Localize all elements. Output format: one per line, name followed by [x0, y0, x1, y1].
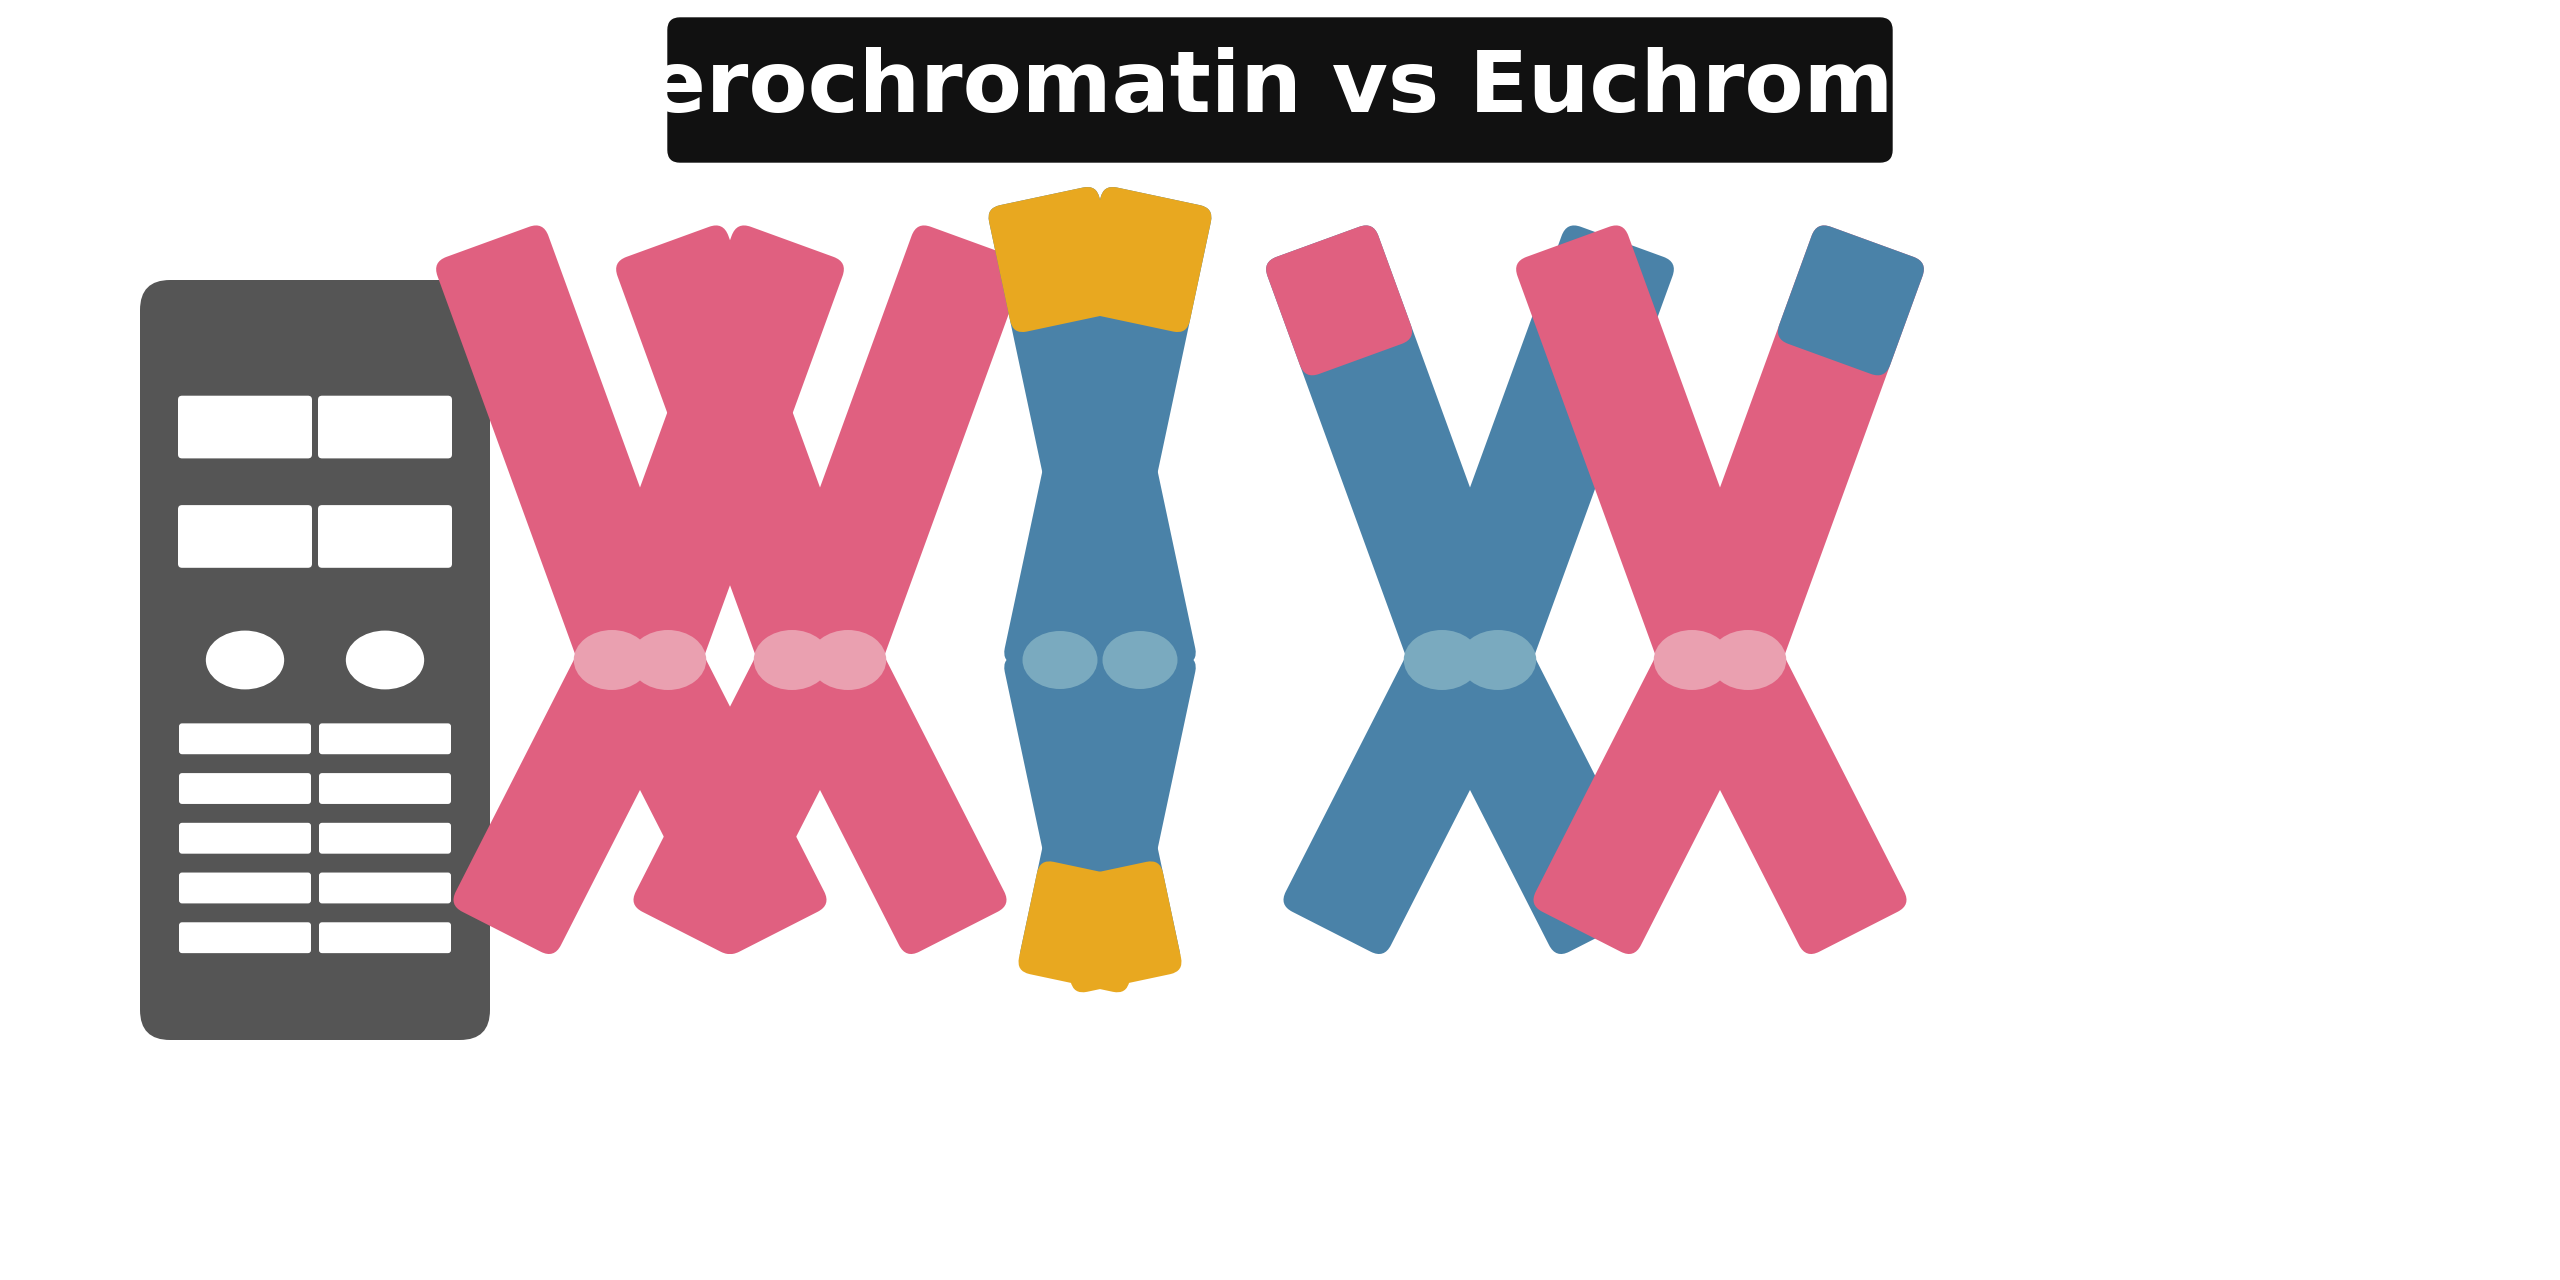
- FancyBboxPatch shape: [763, 225, 1024, 690]
- FancyBboxPatch shape: [1078, 187, 1211, 332]
- FancyBboxPatch shape: [1267, 225, 1413, 375]
- FancyBboxPatch shape: [1019, 637, 1196, 987]
- Ellipse shape: [809, 630, 886, 690]
- FancyBboxPatch shape: [179, 923, 310, 954]
- FancyBboxPatch shape: [1664, 625, 1907, 954]
- Ellipse shape: [1103, 631, 1178, 689]
- FancyBboxPatch shape: [668, 18, 1892, 163]
- FancyBboxPatch shape: [179, 723, 310, 754]
- FancyBboxPatch shape: [1533, 625, 1774, 954]
- FancyBboxPatch shape: [179, 396, 312, 458]
- FancyBboxPatch shape: [584, 225, 845, 690]
- FancyBboxPatch shape: [453, 625, 694, 954]
- Text: Heterochromatin vs Euchromatin: Heterochromatin vs Euchromatin: [476, 46, 2084, 129]
- FancyBboxPatch shape: [1516, 225, 1777, 690]
- FancyBboxPatch shape: [179, 773, 310, 804]
- FancyBboxPatch shape: [435, 225, 696, 690]
- Ellipse shape: [1654, 630, 1731, 690]
- Ellipse shape: [1021, 631, 1098, 689]
- Ellipse shape: [753, 630, 829, 690]
- Ellipse shape: [573, 630, 650, 690]
- FancyBboxPatch shape: [1664, 225, 1925, 690]
- FancyBboxPatch shape: [1019, 861, 1147, 992]
- Ellipse shape: [1403, 630, 1480, 690]
- FancyBboxPatch shape: [586, 625, 827, 954]
- FancyBboxPatch shape: [1413, 225, 1674, 690]
- FancyBboxPatch shape: [320, 723, 451, 754]
- Ellipse shape: [205, 628, 287, 691]
- FancyBboxPatch shape: [320, 773, 451, 804]
- FancyBboxPatch shape: [179, 506, 312, 568]
- FancyBboxPatch shape: [317, 506, 453, 568]
- FancyBboxPatch shape: [988, 187, 1121, 332]
- Ellipse shape: [1710, 630, 1787, 690]
- FancyBboxPatch shape: [320, 823, 451, 854]
- FancyBboxPatch shape: [632, 625, 876, 954]
- FancyBboxPatch shape: [279, 280, 489, 1039]
- FancyBboxPatch shape: [1416, 625, 1656, 954]
- FancyBboxPatch shape: [988, 187, 1196, 684]
- Ellipse shape: [630, 630, 707, 690]
- FancyBboxPatch shape: [617, 225, 878, 690]
- FancyBboxPatch shape: [1004, 637, 1180, 987]
- FancyBboxPatch shape: [1283, 625, 1526, 954]
- FancyBboxPatch shape: [1004, 187, 1211, 684]
- FancyBboxPatch shape: [141, 280, 351, 1039]
- FancyBboxPatch shape: [179, 873, 310, 904]
- FancyBboxPatch shape: [320, 923, 451, 954]
- FancyBboxPatch shape: [317, 396, 453, 458]
- FancyBboxPatch shape: [179, 823, 310, 854]
- Ellipse shape: [343, 628, 428, 691]
- FancyBboxPatch shape: [1052, 861, 1183, 992]
- FancyBboxPatch shape: [1267, 225, 1526, 690]
- FancyBboxPatch shape: [1777, 225, 1925, 375]
- FancyBboxPatch shape: [320, 873, 451, 904]
- Ellipse shape: [1459, 630, 1536, 690]
- FancyBboxPatch shape: [765, 625, 1006, 954]
